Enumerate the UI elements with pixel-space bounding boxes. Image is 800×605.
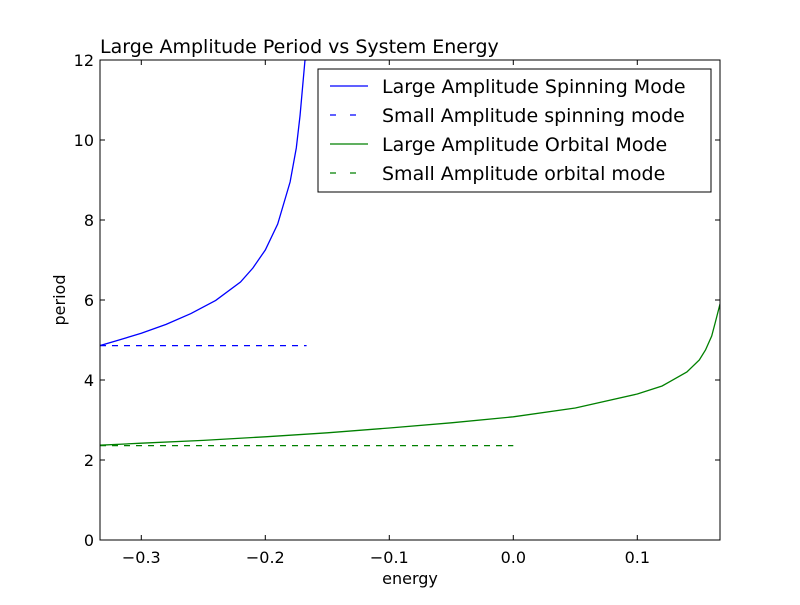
x-tick-label: 0.0 (501, 548, 526, 567)
y-tick-label: 0 (84, 531, 94, 550)
series-line-large-amplitude-spinning-mode (100, 60, 307, 347)
x-tick-label: −0.1 (370, 548, 409, 567)
series-line-large-amplitude-orbital-mode (100, 303, 720, 446)
x-tick-label: −0.2 (246, 548, 285, 567)
y-tick-label: 12 (74, 51, 94, 70)
legend-label-large-amplitude-spinning-mode: Large Amplitude Spinning Mode (382, 76, 686, 98)
y-axis-label: period (50, 275, 69, 326)
legend-label-small-amplitude-spinning-mode: Small Amplitude spinning mode (382, 105, 685, 127)
x-tick-label: −0.3 (122, 548, 161, 567)
y-tick-label: 8 (84, 211, 94, 230)
legend-box (317, 68, 712, 193)
x-axis-label: energy (382, 569, 438, 588)
y-tick-label: 10 (74, 131, 94, 150)
x-tick-label: 0.1 (625, 548, 650, 567)
y-tick-label: 2 (84, 451, 94, 470)
chart-title: Large Amplitude Period vs System Energy (100, 36, 499, 58)
legend: Large Amplitude Spinning Mode Small Ampli… (317, 68, 712, 193)
y-tick-label: 4 (84, 371, 94, 390)
axes: −0.3 −0.2 −0.1 0.0 0.1 0 2 4 6 8 10 12 (74, 51, 721, 567)
y-tick-label: 6 (84, 291, 94, 310)
plot-lines (100, 60, 720, 447)
legend-label-large-amplitude-orbital-mode: Large Amplitude Orbital Mode (382, 134, 667, 156)
legend-label-small-amplitude-orbital-mode: Small Amplitude orbital mode (382, 163, 665, 185)
